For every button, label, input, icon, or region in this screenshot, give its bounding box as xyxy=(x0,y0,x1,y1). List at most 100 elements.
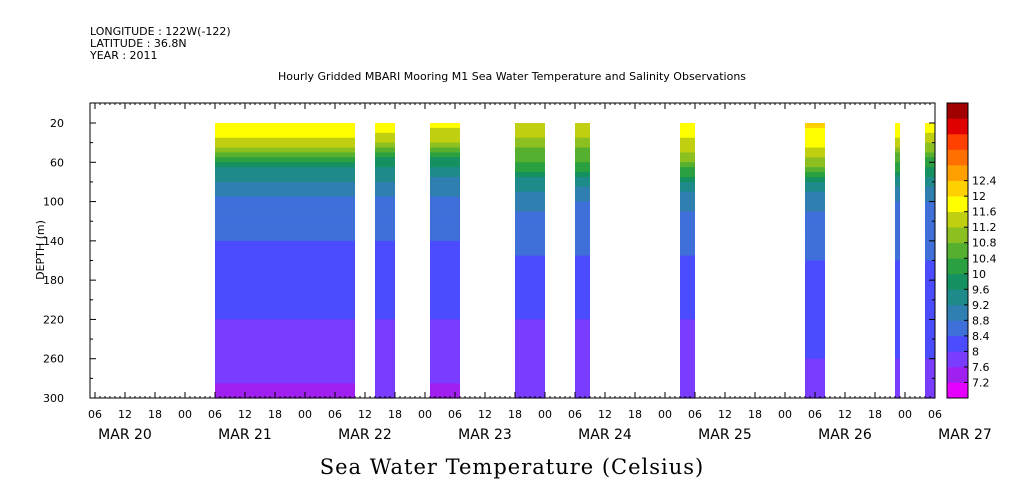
data-cell xyxy=(215,221,355,227)
data-cell xyxy=(575,294,590,301)
data-cell xyxy=(680,245,695,252)
data-cell xyxy=(375,221,395,227)
colorbar-cell xyxy=(947,165,968,181)
data-cell xyxy=(895,358,900,365)
data-cell xyxy=(515,329,545,335)
data-cell xyxy=(430,181,460,188)
colorbar-label: 11.6 xyxy=(972,206,997,219)
data-cell xyxy=(805,226,825,232)
data-cell xyxy=(680,324,695,330)
colorbar-label: 11.2 xyxy=(972,221,997,234)
data-cell xyxy=(575,177,590,183)
x-tick-label: 12 xyxy=(478,408,492,421)
data-cell xyxy=(430,162,460,168)
x-tick-label: 12 xyxy=(718,408,732,421)
colorbar-label: 9.2 xyxy=(972,299,990,312)
data-cell xyxy=(805,142,825,149)
data-cell xyxy=(895,152,900,158)
y-tick-label: 180 xyxy=(43,274,64,287)
longitude-label: LONGITUDE : 122W(-122) xyxy=(90,25,231,38)
data-cell xyxy=(215,240,355,247)
data-cell xyxy=(430,231,460,237)
x-tick-label: 00 xyxy=(298,408,312,421)
colorbar-cell xyxy=(947,335,968,352)
data-cell xyxy=(375,324,395,330)
data-cell xyxy=(375,211,395,217)
data-cell xyxy=(805,181,825,188)
data-cell xyxy=(680,172,695,178)
data-cell xyxy=(375,319,395,325)
data-cell xyxy=(375,123,395,129)
data-cell xyxy=(925,363,935,370)
x-day-label: MAR 24 xyxy=(578,427,632,443)
y-tick-label: 260 xyxy=(43,353,64,366)
data-cell xyxy=(515,226,545,232)
data-cell xyxy=(375,363,395,370)
data-cell xyxy=(925,211,935,217)
data-cell xyxy=(215,147,355,154)
data-cell xyxy=(430,186,460,193)
data-cell xyxy=(680,329,695,335)
data-cell xyxy=(805,309,825,316)
data-cell xyxy=(680,339,695,345)
data-cell xyxy=(925,280,935,286)
data-cell xyxy=(680,216,695,222)
data-cell xyxy=(680,167,695,173)
data-cell xyxy=(375,250,395,257)
data-cell xyxy=(925,132,935,139)
data-cell xyxy=(515,177,545,183)
data-cell xyxy=(805,167,825,173)
data-cell xyxy=(805,378,825,384)
data-cell xyxy=(430,285,460,291)
data-cell xyxy=(575,260,590,267)
data-cell xyxy=(515,157,545,163)
data-cell xyxy=(925,304,935,311)
data-cell xyxy=(680,152,695,158)
data-cell xyxy=(575,201,590,208)
data-cell xyxy=(215,260,355,267)
data-cell xyxy=(515,186,545,193)
data-cell xyxy=(215,343,355,350)
y-axis-title: DEPTH (m) xyxy=(34,220,47,280)
data-cell xyxy=(515,299,545,306)
data-cell xyxy=(895,137,900,144)
data-cell xyxy=(805,216,825,222)
data-cell xyxy=(375,196,395,203)
data-cell xyxy=(215,196,355,203)
data-cell xyxy=(430,216,460,222)
data-cell xyxy=(375,260,395,267)
data-cell xyxy=(680,280,695,286)
data-segment xyxy=(375,123,395,399)
data-cell xyxy=(895,201,900,208)
data-cell xyxy=(575,309,590,316)
data-cell xyxy=(575,304,590,311)
data-cell xyxy=(430,378,460,384)
colorbar-cell xyxy=(947,366,968,383)
data-cell xyxy=(515,191,545,198)
data-cell xyxy=(895,265,900,271)
data-cell xyxy=(925,270,935,276)
data-cell xyxy=(430,319,460,325)
data-cell xyxy=(575,368,590,375)
data-cell xyxy=(430,373,460,379)
data-cell xyxy=(215,383,355,389)
data-cell xyxy=(215,137,355,144)
colorbar-cell xyxy=(947,196,968,212)
data-cell xyxy=(925,240,935,247)
data-cell xyxy=(515,343,545,350)
data-cell xyxy=(515,275,545,281)
x-day-label: MAR 20 xyxy=(98,427,152,443)
x-tick-label: 00 xyxy=(538,408,552,421)
data-cell xyxy=(925,285,935,291)
data-cell xyxy=(680,226,695,232)
data-cell xyxy=(430,137,460,144)
data-cell xyxy=(375,334,395,340)
data-cell xyxy=(215,368,355,375)
data-cell xyxy=(430,304,460,311)
data-cell xyxy=(895,132,900,139)
data-cell xyxy=(805,206,825,212)
data-cell xyxy=(430,270,460,276)
data-cell xyxy=(925,137,935,144)
data-cell xyxy=(925,299,935,306)
data-cell xyxy=(680,177,695,183)
